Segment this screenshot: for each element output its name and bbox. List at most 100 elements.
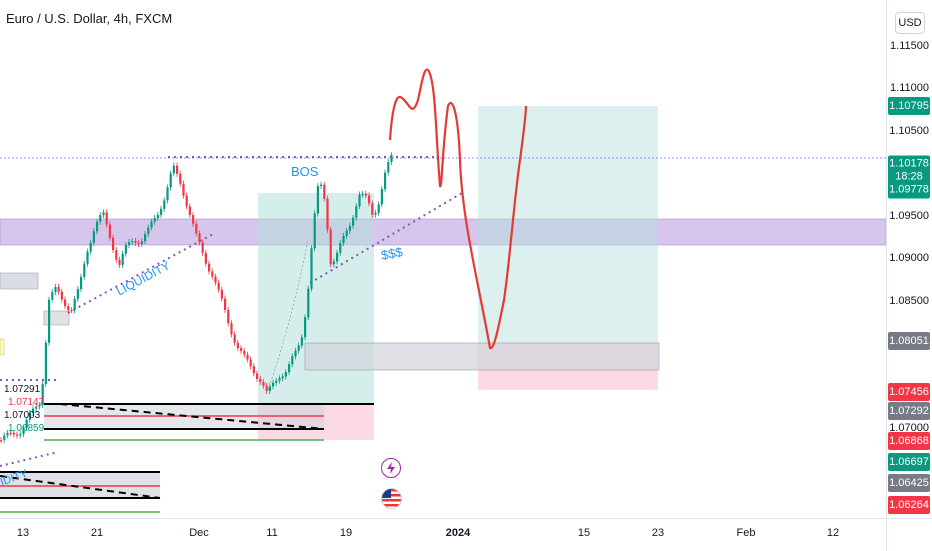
time-scale[interactable]: 13 21 Dec 11 19 2024 15 23 Feb 12 — [0, 518, 886, 551]
grey-box-mid[interactable] — [44, 404, 324, 430]
price-chart[interactable] — [0, 0, 886, 518]
candle-body — [9, 432, 12, 435]
price-badge: 1.06697 — [888, 453, 930, 471]
bos-label: BOS — [291, 164, 319, 179]
candle-body — [326, 198, 329, 230]
candle-body — [67, 306, 70, 311]
candle-body — [361, 193, 364, 196]
time-label: 11 — [266, 527, 278, 539]
candle-body — [204, 252, 207, 264]
scale-corner — [886, 518, 932, 551]
candle-body — [12, 432, 15, 435]
currency-button[interactable]: USD — [895, 12, 925, 34]
candle-body — [348, 225, 351, 231]
dashed-trend — [59, 403, 325, 430]
candle-body — [262, 381, 265, 386]
candle-body — [163, 200, 166, 209]
us-flag-icon[interactable] — [381, 488, 402, 509]
candle-body — [169, 173, 172, 188]
candle-body — [201, 242, 204, 253]
symbol-title[interactable]: Euro / U.S. Dollar, 4h, FXCM — [6, 11, 173, 26]
candle-body — [64, 299, 67, 307]
candle-body — [41, 383, 44, 405]
candle-body — [35, 406, 38, 409]
candle-body — [102, 212, 105, 216]
candle-body — [99, 215, 102, 222]
candle-body — [240, 348, 243, 351]
chart-area[interactable]: Euro / U.S. Dollar, 4h, FXCM BOS LIQUIDI… — [0, 0, 886, 518]
time-label: 13 — [16, 527, 30, 539]
candle-body — [208, 263, 211, 272]
candle-body — [192, 214, 195, 224]
candle-body — [211, 271, 214, 277]
price-badge: 1.07292 — [888, 402, 930, 420]
candle-body — [217, 282, 220, 290]
target-zone-left[interactable] — [258, 193, 374, 404]
candle-body — [176, 165, 179, 174]
candle-body — [188, 206, 191, 215]
candle-body — [153, 218, 156, 222]
candle-body — [297, 345, 300, 351]
left-label: 1.07003 — [4, 410, 41, 421]
candle-body — [358, 194, 361, 207]
candle-body — [233, 334, 236, 343]
candle-body — [291, 356, 294, 365]
price-badge: 1.06425 — [888, 474, 930, 492]
candle-body — [227, 310, 230, 324]
time-label: Dec — [189, 527, 209, 539]
candle-body — [172, 165, 175, 174]
left-dotted-trend — [0, 451, 59, 467]
candle-body — [259, 378, 262, 382]
candle-body — [131, 241, 134, 243]
candle-body — [134, 241, 137, 244]
candle-body — [105, 212, 108, 225]
candle-body — [0, 440, 3, 442]
yellow-box — [0, 338, 5, 356]
time-label: Feb — [736, 527, 756, 539]
lightning-icon[interactable] — [381, 458, 401, 478]
candle-body — [16, 434, 19, 436]
liquidity-trendline — [67, 232, 216, 314]
candle-body — [86, 251, 89, 264]
candle-body — [355, 206, 358, 218]
candle-body — [268, 386, 271, 391]
left-label: 1.07147 — [8, 397, 45, 408]
time-label: 19 — [339, 527, 353, 539]
candle-body — [252, 366, 255, 374]
candle-body — [185, 195, 188, 207]
grey-box-left[interactable] — [0, 272, 39, 290]
price-badge: 1.10795 — [888, 97, 930, 115]
candle-body — [128, 242, 131, 246]
price-level: 1.11500 — [890, 40, 929, 52]
candle-body — [323, 184, 326, 199]
candle-body — [377, 204, 380, 213]
candle-body — [89, 242, 92, 252]
candle-body — [150, 221, 153, 228]
time-label: 15 — [577, 527, 591, 539]
candle-body — [96, 221, 99, 232]
candle-body — [236, 342, 239, 349]
price-badge: 1.08051 — [888, 332, 930, 350]
candle-body — [387, 161, 390, 173]
target-zone-right[interactable] — [478, 106, 658, 343]
candle-body — [115, 250, 118, 260]
price-badge: 1.06264 — [888, 496, 930, 514]
candle-body — [32, 408, 35, 413]
candle-body — [166, 187, 169, 201]
price-scale[interactable]: USD 1.11500 1.11000 1.10500 1.09500 1.09… — [886, 0, 932, 518]
candle-body — [182, 183, 185, 196]
grey-box-small[interactable] — [43, 310, 70, 326]
candle-body — [156, 214, 159, 219]
left-label: 1.06859 — [8, 423, 45, 434]
candle-body — [336, 252, 339, 262]
current-price-badge: 1.10178 18:28 1.09778 — [888, 155, 930, 199]
candle-body — [19, 434, 22, 436]
candle-body — [384, 172, 387, 190]
candle-body — [3, 435, 6, 440]
candle-body — [144, 234, 147, 242]
price-level: 1.07000 — [889, 422, 929, 434]
candle-body — [345, 230, 348, 236]
grey-box-right[interactable] — [304, 342, 660, 371]
candle-body — [256, 373, 259, 379]
price-level: 1.09500 — [889, 210, 929, 222]
